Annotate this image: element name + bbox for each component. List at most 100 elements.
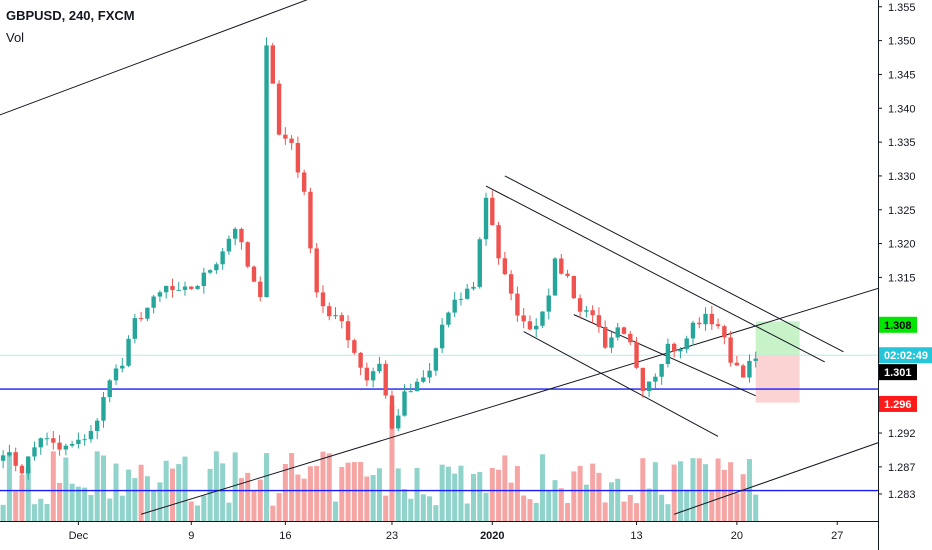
candle-body [364,367,370,381]
volume-bar [433,505,439,521]
volume-bar [264,453,270,521]
volume-bar [458,465,464,521]
candle-body [232,228,238,239]
volume-bar [753,494,759,521]
candle-body [709,313,715,325]
candle-body [565,273,570,276]
volume-bar [527,499,533,521]
candle-body [396,415,401,429]
volume-bar [107,498,113,521]
volume-bar [734,493,740,521]
volume-bar [358,461,364,521]
price-axis-panel[interactable] [878,0,932,550]
price-tag-stop: 1.296 [879,395,917,412]
price-tag-bg [879,395,917,412]
candle-body [690,322,696,339]
candle-body [38,438,43,448]
candle-body [653,376,658,382]
price-tag-target: 1.308 [879,316,917,333]
trendline[interactable] [504,175,844,353]
volume-bar [489,468,495,521]
price-tick-label: 1.330 [888,171,916,183]
volume-bar [496,469,502,521]
volume-bar [326,453,332,521]
volume-bar [25,467,31,521]
time-axis-panel[interactable] [0,521,878,550]
volume-bar [144,476,150,521]
candle-body [383,363,388,396]
candle-body [502,258,508,275]
price-tag-label: 02:02:49 [884,350,928,362]
price-tag-bg [879,316,917,333]
price-tag-label: 1.308 [884,320,912,332]
volume-bar [69,483,75,521]
volume-bar [740,474,746,521]
price-tag-bg [879,364,917,381]
candle-body [270,45,276,84]
trendline[interactable] [0,0,361,118]
candle-body [51,438,56,443]
price-tick-label: 1.315 [888,272,916,284]
time-tick-label: 27 [831,530,843,542]
candle-body [214,264,219,271]
volume-label: Vol [6,30,25,45]
candle-body [264,45,269,298]
volume-bar [295,474,301,521]
volume-bar [126,469,132,521]
candle-body [728,337,733,363]
trendline[interactable] [485,185,825,363]
volume-bar [113,463,119,521]
candle-body [69,443,75,446]
price-tag-label: 1.301 [884,367,912,379]
candle-body [176,289,181,291]
candle-body [132,318,138,339]
candle-body [490,197,495,226]
volume-bar [276,493,282,521]
stop-zone [755,355,800,403]
candle-body [151,296,156,308]
trendline[interactable] [523,331,719,437]
volume-bar [63,457,69,521]
candle-body [320,292,326,307]
volume-bar [245,472,251,521]
candle-body [540,311,545,326]
candle-body [665,343,671,365]
candle-body [32,447,37,457]
volume-bar [226,502,232,521]
candle-body [602,326,608,348]
candle-body [596,315,602,327]
candle-body [377,363,382,372]
volume-bar [690,458,696,521]
candle-body [163,286,169,293]
volume-bar [220,463,226,521]
candle-body [26,456,31,474]
candle-body [646,381,652,391]
candle-body [145,307,150,319]
candle-body [402,391,407,416]
price-tag-bg [879,347,932,364]
price-axis: 1.355 1.350 1.345 1.340 1.335 1.330 1.325 1.320… [878,0,932,550]
time-tick-label: 23 [386,530,398,542]
volume-bar [314,465,320,521]
trendline[interactable] [140,273,926,515]
volume-bar [721,469,727,521]
candle-body [0,455,6,461]
candle-body [314,248,319,293]
candle-body [107,380,112,398]
volume-bar [571,471,577,521]
volume-bar [182,456,188,521]
price-tags: 1.308 02:02:49 1.301 1.296 [879,316,932,412]
candle-body [427,370,432,378]
candle-body [370,371,376,381]
volume-bar [31,504,38,521]
volume-bar [671,464,677,521]
candle-body [590,310,595,316]
candle-body [226,238,232,252]
volume-bar [201,495,207,521]
candle-body [283,134,288,139]
price-tick-label: 1.287 [888,462,916,474]
candle-body [659,364,664,377]
volume-bar [370,475,376,521]
volume-bar [408,498,414,521]
